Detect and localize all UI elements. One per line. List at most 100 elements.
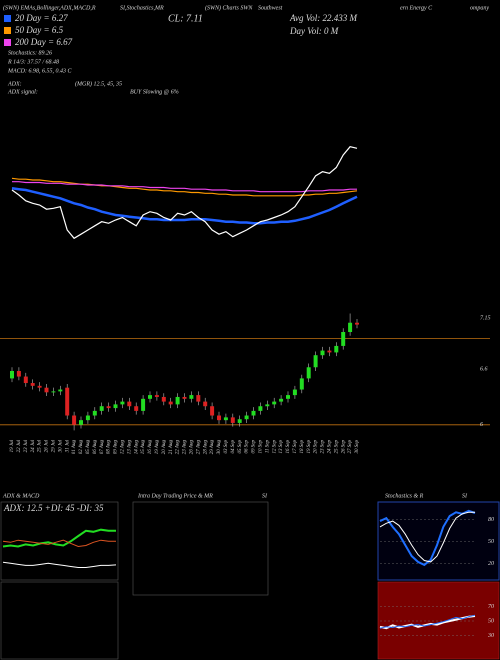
x-tick-label: 20 Sep [314, 440, 319, 454]
legend-swatch [4, 27, 11, 34]
line-series [379, 509, 476, 567]
header-text: ern Energy C [400, 5, 433, 11]
legend-label: 50 Day = 6.5 [15, 25, 64, 35]
legend-swatch [4, 39, 11, 46]
x-tick-label: 19 Aug [155, 440, 160, 455]
y-tick-label: 80 [488, 517, 494, 523]
x-tick-label: 16 Sep [286, 440, 291, 454]
candle-body [120, 401, 125, 405]
line-series [11, 177, 358, 197]
x-tick-label: 30 Aug [217, 440, 222, 455]
line-series [2, 539, 116, 548]
candle-body [23, 376, 28, 384]
candle-body [230, 417, 235, 423]
x-tick-label: 06 Sep [245, 440, 250, 454]
x-tick-label: 24 Jul [31, 439, 36, 452]
x-tick-label: 13 Aug [127, 440, 132, 455]
x-tick-label: 30 Jul [58, 439, 63, 452]
intraday-panel [132, 501, 269, 596]
candle-body [334, 345, 339, 353]
panel-title: SI [262, 493, 268, 499]
x-tick-label: 27 Sep [348, 440, 353, 454]
x-tick-label: 31 Jul [65, 439, 70, 452]
candle-body [16, 370, 21, 377]
legend-swatch [4, 15, 11, 22]
candle-body [134, 406, 139, 411]
adx-text: ADX signal: [7, 89, 38, 95]
candle-body [37, 385, 42, 388]
legend-label: 200 Day = 6.67 [15, 37, 73, 47]
line-series [11, 146, 358, 240]
stat-text: R 14/3: 37.57 / 68.48 [7, 58, 59, 65]
line-series [11, 187, 358, 225]
x-tick-label: 09 Aug [114, 440, 119, 455]
stat-text: MACD: 6.98, 6.55, 0.43 C [7, 67, 72, 74]
adx-values: ADX: 12.5 +DI: 45 -DI: 35 [3, 503, 104, 513]
adx-text: BUY Slowing @ 6% [130, 89, 179, 95]
x-tick-label: 26 Jul [45, 439, 50, 452]
x-tick-label: 24 Sep [328, 440, 333, 454]
y-tick-label: 50 [488, 618, 494, 624]
x-tick-label: 06 Aug [93, 440, 98, 455]
x-tick-label: 12 Aug [121, 440, 126, 455]
y-tick-label: 30 [487, 633, 494, 639]
candle-body [113, 404, 118, 409]
day-volume: Day Vol: 0 M [289, 26, 339, 36]
x-tick-label: 22 Jul [17, 439, 22, 452]
candle-body [51, 391, 56, 393]
candle-body [272, 401, 277, 405]
candle-body [279, 398, 284, 402]
line-series [379, 614, 476, 629]
candle-body [286, 395, 290, 399]
x-tick-label: 14 Aug [134, 440, 139, 455]
candle-body [217, 415, 221, 421]
x-tick-label: 23 Jul [24, 439, 29, 452]
x-tick-label: 21 Aug [169, 440, 174, 455]
candle-body [30, 383, 35, 386]
candle-body [355, 322, 359, 325]
candle-body [175, 396, 180, 405]
x-tick-label: 11 Sep [265, 440, 270, 454]
candle-body [292, 389, 297, 396]
adx-text: (MGR) 12.5, 45, 35 [75, 80, 122, 87]
candle-body [58, 389, 63, 392]
candle-body [44, 387, 49, 393]
x-tick-label: 22 Aug [176, 440, 181, 455]
x-tick-label: 17 Sep [293, 440, 298, 454]
candle-body [106, 406, 111, 409]
header-text: SI,Stochastics,MR [120, 5, 164, 11]
candle-body [320, 350, 325, 356]
x-tick-label: 27 Aug [196, 440, 201, 455]
candle-body [168, 401, 173, 405]
candle-body [148, 395, 152, 399]
avg-volume: Avg Vol: 22.433 M [289, 13, 357, 23]
candle-body [306, 367, 311, 379]
x-tick-label: 26 Aug [190, 440, 195, 455]
candle-body [79, 420, 83, 425]
candle-body [203, 401, 208, 407]
header-text: (SWN) Charts SWN [205, 4, 253, 11]
x-tick-label: 29 Jul [52, 439, 57, 452]
y-tick-label: 7.15 [480, 315, 491, 321]
candle-body [65, 387, 70, 416]
candle-body [182, 396, 187, 399]
candle-body [341, 332, 346, 346]
x-tick-label: 20 Aug [162, 440, 167, 455]
line-series [12, 181, 357, 193]
stat-text: Stochastics: 89.26 [8, 50, 52, 56]
x-tick-label: 07 Aug [100, 440, 105, 455]
x-tick-label: 25 Jul [38, 439, 43, 452]
x-tick-label: 30 Sep [355, 440, 360, 454]
y-tick-label: 6.6 [480, 366, 488, 372]
candle-body [258, 406, 263, 411]
candle-body [348, 322, 353, 333]
rsi-panel [377, 581, 500, 660]
candle-body [72, 415, 77, 425]
panel-title: SI [462, 493, 468, 499]
candle-body [327, 350, 332, 353]
panel-title: Intra Day Trading Price & MR [137, 493, 213, 499]
candle-body [313, 355, 318, 368]
x-tick-label: 10 Sep [259, 440, 264, 454]
x-tick-label: 12 Sep [272, 440, 277, 454]
